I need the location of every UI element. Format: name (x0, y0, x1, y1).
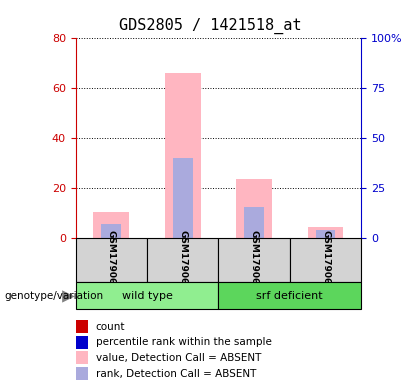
Text: GSM179064: GSM179064 (107, 230, 116, 290)
Text: percentile rank within the sample: percentile rank within the sample (96, 337, 272, 347)
Bar (93, 212, 129, 238)
Text: GDS2805 / 1421518_at: GDS2805 / 1421518_at (119, 18, 301, 34)
Bar (147, 238, 218, 282)
Bar (218, 282, 361, 309)
Text: GSM179066: GSM179066 (178, 230, 187, 290)
Text: value, Detection Call = ABSENT: value, Detection Call = ABSENT (96, 353, 261, 363)
Bar (101, 224, 121, 238)
Text: count: count (96, 322, 125, 332)
Bar (173, 158, 193, 238)
Bar (165, 73, 201, 238)
Text: wild type: wild type (121, 291, 173, 301)
Bar (76, 282, 218, 309)
Bar (290, 238, 361, 282)
Bar (218, 238, 290, 282)
Text: genotype/variation: genotype/variation (4, 291, 103, 301)
Polygon shape (62, 290, 75, 303)
Text: srf deficient: srf deficient (257, 291, 323, 301)
Text: GSM179067: GSM179067 (321, 230, 330, 290)
Text: rank, Detection Call = ABSENT: rank, Detection Call = ABSENT (96, 369, 256, 379)
Bar (244, 207, 264, 238)
Bar (236, 179, 272, 238)
Bar (76, 238, 147, 282)
Bar (76, 336, 88, 349)
Bar (308, 227, 344, 238)
Text: GSM179065: GSM179065 (249, 230, 259, 290)
Bar (76, 320, 88, 333)
Bar (315, 230, 336, 238)
Bar (76, 367, 88, 380)
Bar (76, 351, 88, 364)
